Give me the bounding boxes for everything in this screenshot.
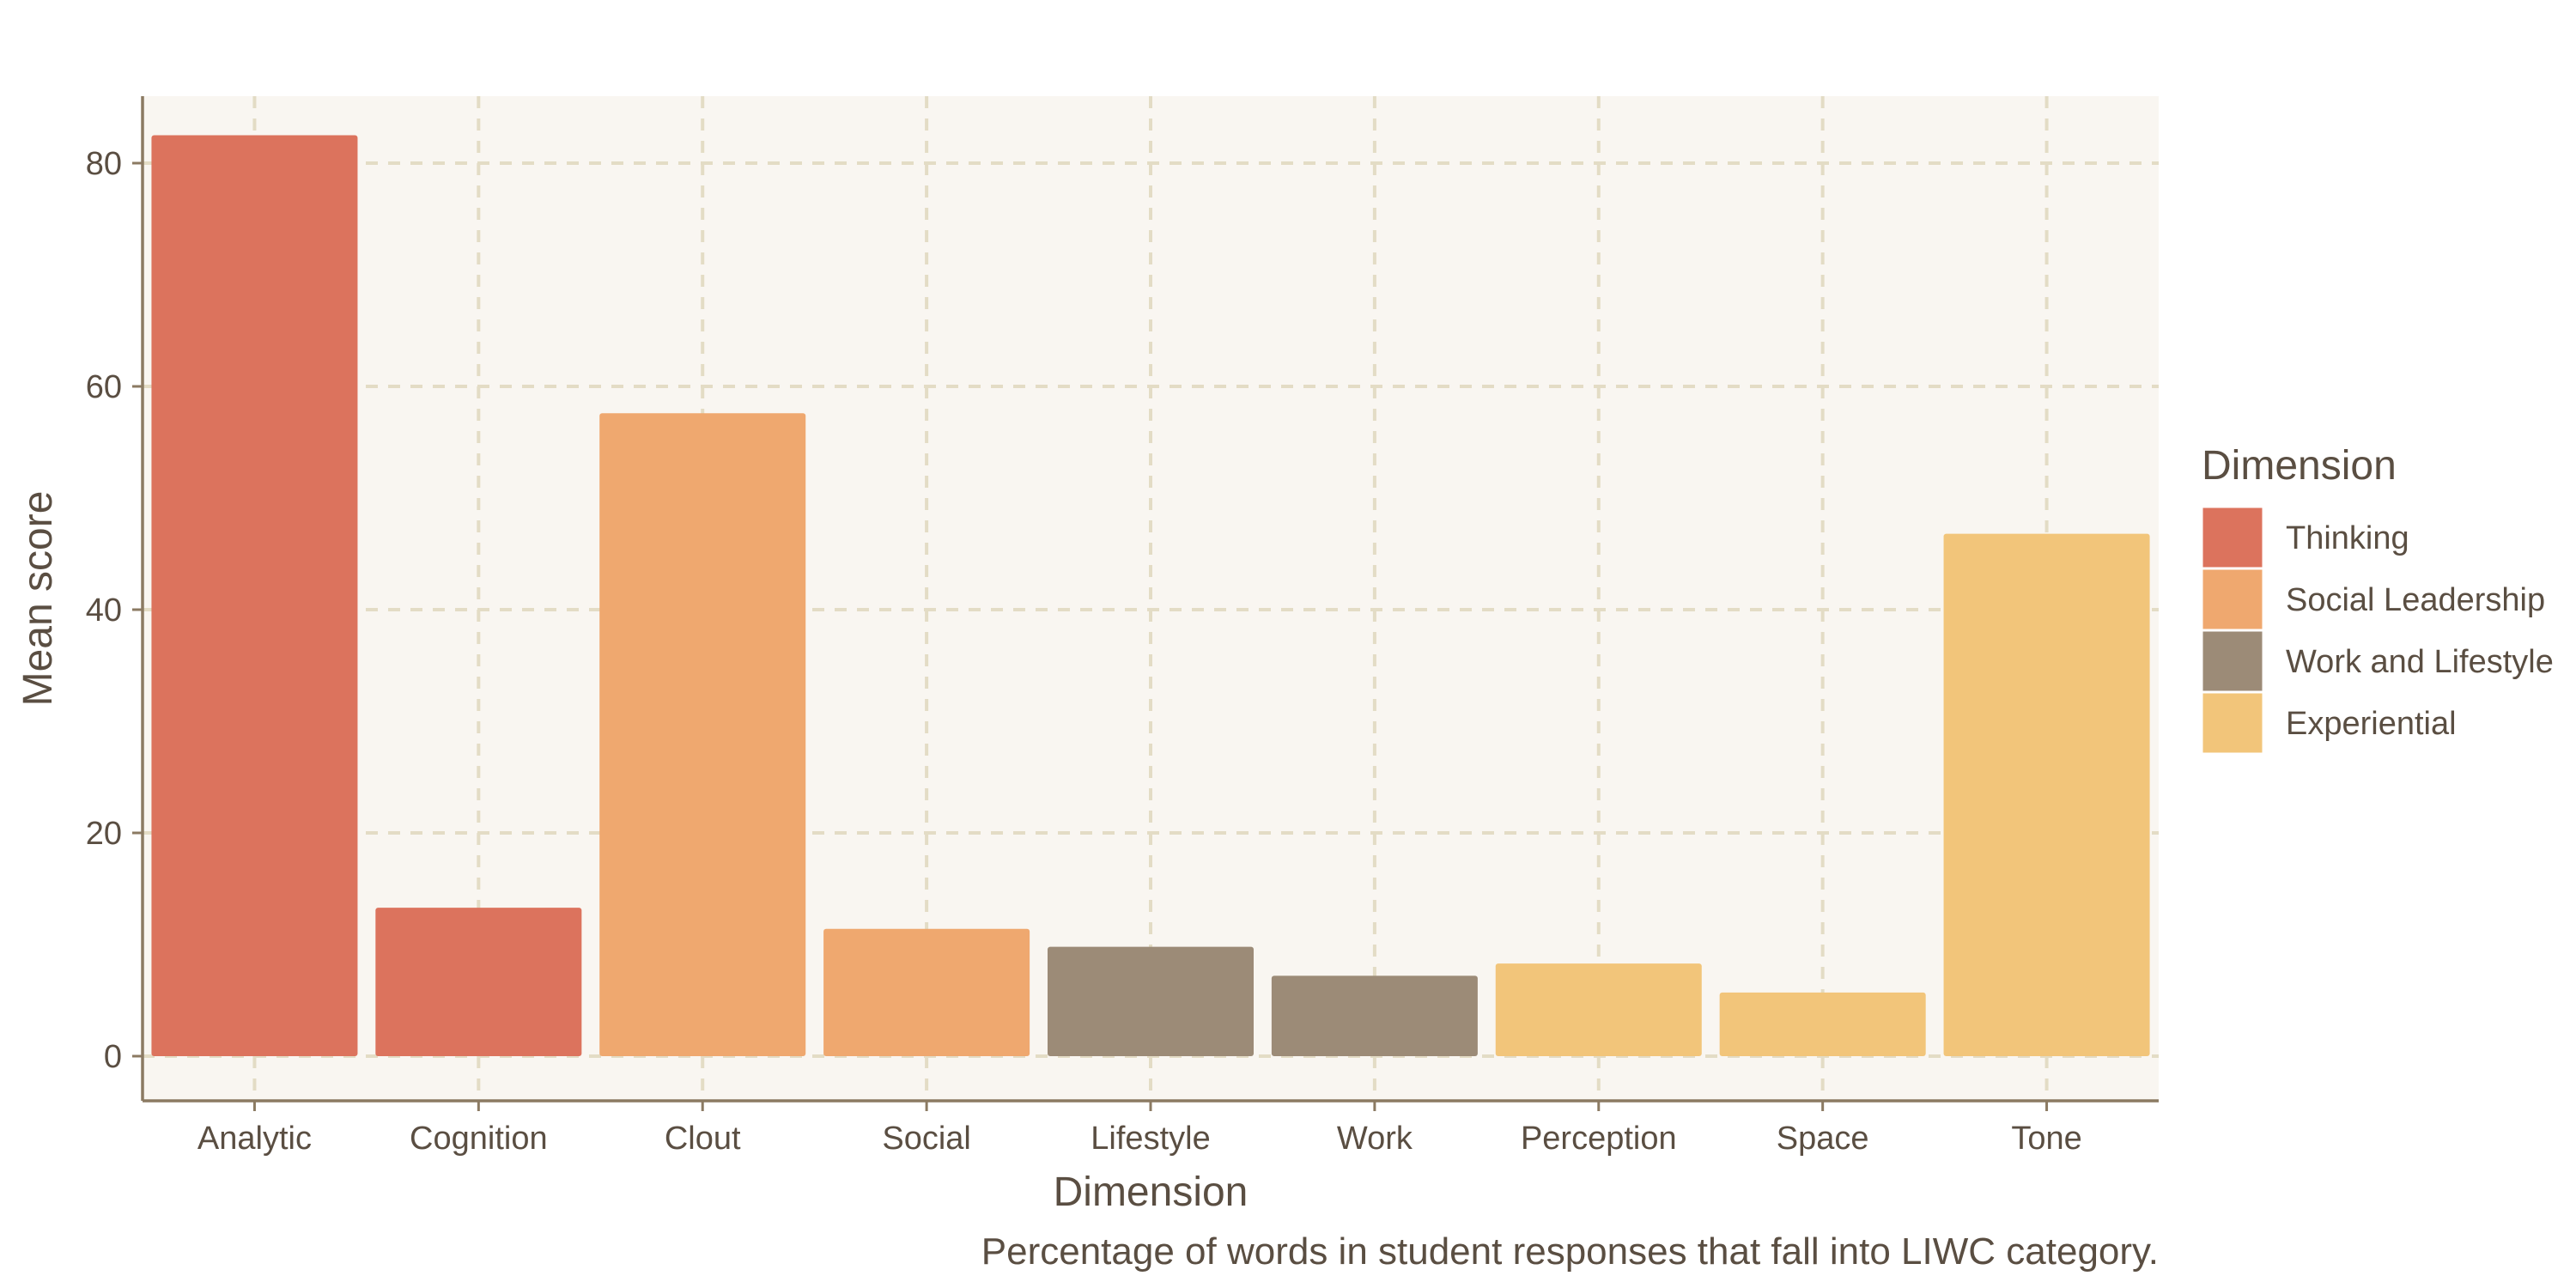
bar-tone [1943,533,2150,1056]
legend: Dimension Thinking Social Leadership Work … [2200,443,2554,756]
y-tick-label: 60 [86,369,122,405]
bar-cognition [375,908,582,1056]
legend-key-3 [2200,690,2265,756]
legend-label: Thinking [2286,520,2409,556]
x-tick-label: Analytic [197,1121,312,1157]
x-axis-title: Dimension [1054,1170,1249,1215]
bar-clout [599,413,806,1056]
bar-perception [1495,963,1702,1056]
bar-space [1719,992,1926,1056]
legend-key-0 [2200,505,2265,570]
x-tick-label: Clout [665,1121,741,1157]
chart-caption: Percentage of words in student responses… [981,1230,2159,1273]
x-tick-label: Tone [2011,1121,2081,1157]
grid-lines [143,96,2159,1101]
bar-analytic [151,135,358,1056]
legend-key-2 [2200,629,2265,694]
bar-work [1271,975,1478,1056]
legend-label: Social Leadership [2286,582,2545,618]
legend-label: Work and Lifestyle [2286,644,2554,680]
bars [151,135,2150,1056]
y-tick-label: 40 [86,592,122,629]
bar-lifestyle [1047,946,1255,1056]
y-tick-label: 80 [86,146,122,182]
legend-key-1 [2200,567,2265,632]
x-tick-label: Perception [1521,1121,1677,1157]
y-ticks: 0 20 40 60 80 [86,146,143,1075]
x-tick-label: Social [882,1121,971,1157]
x-tick-label: Work [1337,1121,1413,1157]
x-ticks: Analytic Cognition Clout Social Lifestyle Wor… [197,1101,2082,1157]
legend-label: Experiential [2286,706,2457,742]
legend-title: Dimension [2202,443,2397,489]
x-tick-label: Lifestyle [1091,1121,1210,1157]
x-tick-label: Cognition [410,1121,548,1157]
y-tick-label: 20 [86,816,122,852]
bar-social [823,928,1030,1056]
y-axis-title: Mean score [15,491,61,707]
x-tick-label: Space [1777,1121,1869,1157]
y-tick-label: 0 [104,1039,122,1075]
